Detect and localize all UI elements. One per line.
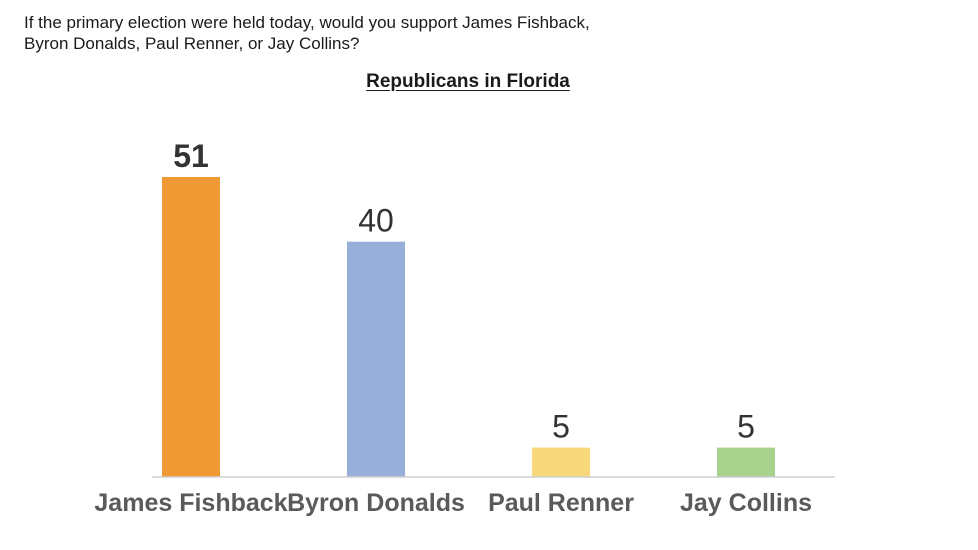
bars-group <box>162 177 775 477</box>
bar-1 <box>347 241 405 477</box>
data-label-0: 51 <box>173 138 209 174</box>
data-label-2: 5 <box>552 409 570 445</box>
category-labels-group: James Fishback Byron Donalds Paul Renner Ja… <box>94 489 812 517</box>
bar-0 <box>162 177 220 477</box>
category-label-2: Paul Renner <box>488 489 634 517</box>
chart-title: Republicans in Florida <box>366 71 570 92</box>
bar-2 <box>532 447 590 477</box>
category-label-0: James Fishback <box>94 489 287 517</box>
question-line-1: If the primary election were held today,… <box>24 13 590 32</box>
category-label-3: Jay Collins <box>680 489 812 517</box>
data-labels-group: 51 40 5 5 <box>173 138 755 445</box>
bar-3 <box>717 447 775 477</box>
category-label-1: Byron Donalds <box>287 489 465 517</box>
question-text: If the primary election were held today,… <box>24 12 924 54</box>
data-label-1: 40 <box>358 203 394 239</box>
question-line-2: Byron Donalds, Paul Renner, or Jay Colli… <box>24 34 360 53</box>
data-label-3: 5 <box>737 409 755 445</box>
